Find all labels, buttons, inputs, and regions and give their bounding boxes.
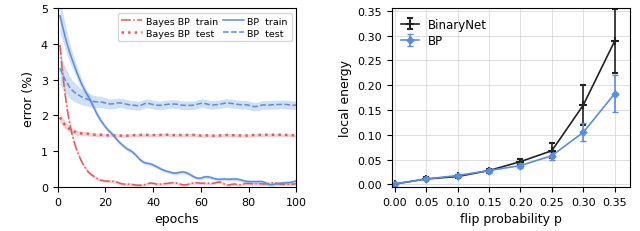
Y-axis label: error (%): error (%) xyxy=(22,70,35,126)
Bayes BP  test xyxy=(111,134,119,137)
BP  test xyxy=(276,104,284,106)
Legend: Bayes BP  train, Bayes BP  test, BP  train, BP  test: Bayes BP train, Bayes BP test, BP train,… xyxy=(118,14,292,42)
Bayes BP  train xyxy=(276,183,284,185)
BP  train xyxy=(197,177,205,180)
BP  test xyxy=(292,104,300,107)
BP  test xyxy=(252,106,260,109)
Bayes BP  test xyxy=(292,135,300,138)
BP  test xyxy=(283,104,291,106)
BP  train xyxy=(266,184,274,186)
Line: Bayes BP  train: Bayes BP train xyxy=(60,46,296,185)
Bayes BP  train xyxy=(199,182,207,185)
Bayes BP  test xyxy=(283,134,291,137)
Line: BP  train: BP train xyxy=(60,17,296,185)
Y-axis label: local energy: local energy xyxy=(339,60,352,137)
BP  train xyxy=(283,182,291,184)
BP  test xyxy=(178,104,186,107)
BP  test xyxy=(111,103,119,105)
X-axis label: flip probability p: flip probability p xyxy=(460,212,562,225)
Bayes BP  test xyxy=(56,117,64,119)
BP  train xyxy=(56,15,64,18)
Bayes BP  train xyxy=(102,180,109,183)
Bayes BP  test xyxy=(199,135,207,137)
BP  test xyxy=(56,68,64,70)
Bayes BP  train xyxy=(283,183,291,186)
BP  train xyxy=(111,136,119,139)
Bayes BP  train xyxy=(292,183,300,185)
Line: Bayes BP  test: Bayes BP test xyxy=(60,118,296,136)
BP  train xyxy=(178,171,186,174)
Line: BP  test: BP test xyxy=(60,69,296,107)
Bayes BP  train xyxy=(135,184,143,187)
BP  test xyxy=(102,102,109,105)
Bayes BP  test xyxy=(180,134,188,137)
Bayes BP  train xyxy=(180,184,188,186)
Bayes BP  train xyxy=(56,44,64,47)
Bayes BP  train xyxy=(111,180,119,183)
BP  train xyxy=(102,126,109,129)
BP  train xyxy=(276,182,284,185)
BP  test xyxy=(197,103,205,105)
BP  train xyxy=(292,180,300,182)
X-axis label: epochs: epochs xyxy=(155,212,199,225)
Legend: BinaryNet, BP: BinaryNet, BP xyxy=(397,15,491,52)
Bayes BP  test xyxy=(276,134,284,137)
Bayes BP  test xyxy=(120,135,128,138)
Bayes BP  test xyxy=(102,134,109,137)
